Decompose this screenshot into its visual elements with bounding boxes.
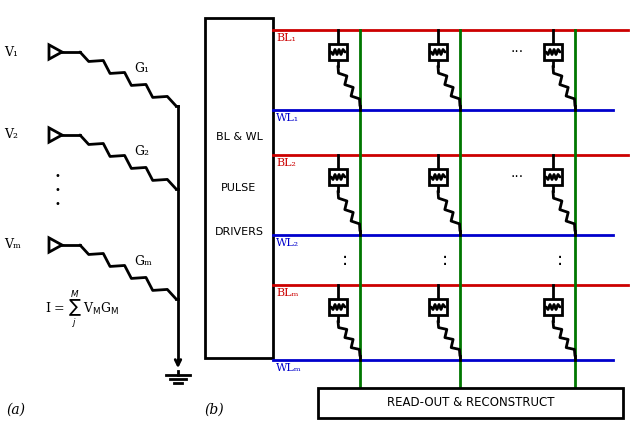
Text: BL & WL: BL & WL <box>216 132 262 142</box>
Text: WL₁: WL₁ <box>276 113 299 123</box>
Text: ...: ... <box>511 41 524 55</box>
Text: G₁: G₁ <box>134 62 149 75</box>
Text: V₁: V₁ <box>4 45 18 59</box>
Bar <box>318 388 623 418</box>
Text: V₂: V₂ <box>4 128 18 142</box>
Text: BL₂: BL₂ <box>276 158 296 168</box>
Text: WL₂: WL₂ <box>276 238 299 248</box>
Text: G₂: G₂ <box>134 145 149 158</box>
Bar <box>429 299 447 315</box>
Text: :: : <box>442 251 448 269</box>
Bar <box>329 299 347 315</box>
Text: PULSE: PULSE <box>221 183 257 193</box>
Text: DRIVERS: DRIVERS <box>214 227 264 237</box>
Bar <box>205 18 273 358</box>
Bar <box>329 44 347 60</box>
Text: (b): (b) <box>204 403 223 417</box>
Text: SLₙ: SLₙ <box>565 392 585 402</box>
Text: BL₁: BL₁ <box>276 33 296 43</box>
Text: •
•
•: • • • <box>54 171 60 209</box>
Bar <box>544 44 562 60</box>
Text: WLₘ: WLₘ <box>276 363 301 373</box>
Text: BLₘ: BLₘ <box>276 288 298 298</box>
Bar <box>429 44 447 60</box>
Text: Vₘ: Vₘ <box>4 238 20 251</box>
Text: Gₘ: Gₘ <box>134 255 152 268</box>
Text: SL₂: SL₂ <box>451 392 470 402</box>
Text: (a): (a) <box>6 403 25 417</box>
Text: :: : <box>342 251 348 269</box>
Text: READ-OUT & RECONSTRUCT: READ-OUT & RECONSTRUCT <box>387 396 554 410</box>
Bar <box>544 299 562 315</box>
Text: :: : <box>557 251 563 269</box>
Bar <box>544 169 562 185</box>
Text: I = $\sum_{j}^{M}$ V$_\mathsf{M}$G$_\mathsf{M}$: I = $\sum_{j}^{M}$ V$_\mathsf{M}$G$_\mat… <box>45 289 120 331</box>
Text: SL₁: SL₁ <box>350 392 370 402</box>
Bar <box>429 169 447 185</box>
Text: ...: ... <box>511 166 524 180</box>
Bar <box>329 169 347 185</box>
